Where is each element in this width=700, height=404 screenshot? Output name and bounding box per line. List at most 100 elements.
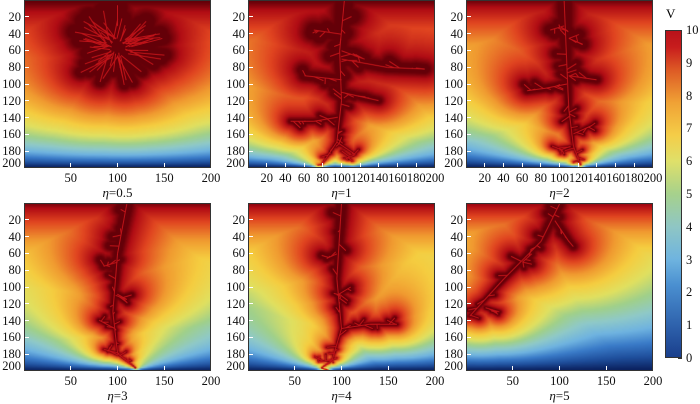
y-tick-mark <box>25 353 29 355</box>
y-tick-mark <box>249 66 253 68</box>
x-tick-label: 100 <box>550 171 569 185</box>
x-tick-mark <box>434 366 436 370</box>
eta-value: =4 <box>337 388 352 403</box>
x-tick-mark <box>434 163 436 167</box>
y-tick-mark <box>249 167 253 169</box>
heatmap-panel-1 <box>24 0 211 168</box>
heatmap-panel-3 <box>466 0 653 168</box>
y-tick-mark <box>467 167 471 169</box>
y-tick-label: 20 <box>8 9 22 24</box>
colorbar-tick-label: 3 <box>686 252 693 267</box>
discharge-tree <box>25 1 210 167</box>
y-tick-label: 40 <box>8 26 22 41</box>
y-tick-mark <box>25 370 29 372</box>
x-tick-mark <box>359 163 361 167</box>
x-tick-mark <box>559 366 560 370</box>
y-tick-mark <box>25 117 29 119</box>
y-tick-mark <box>249 286 253 288</box>
y-tick-label: 60 <box>8 246 22 261</box>
x-tick-mark <box>266 163 268 167</box>
y-tick-label: 120 <box>226 296 245 311</box>
y-tick-mark <box>467 236 471 238</box>
x-tick-mark <box>117 366 118 370</box>
x-tick-mark <box>596 163 598 167</box>
y-tick-mark <box>25 252 29 254</box>
y-tick-label: 20 <box>450 9 464 24</box>
panel-label: η=2 <box>500 185 620 201</box>
y-tick-label: 60 <box>450 246 464 261</box>
heatmap-panel-2 <box>248 0 435 168</box>
y-tick-mark <box>249 49 253 51</box>
y-tick-label: 120 <box>444 296 463 311</box>
x-tick-label: 160 <box>606 171 625 185</box>
eta-value: =3 <box>113 388 128 403</box>
colorbar-tick-label: 8 <box>686 88 693 103</box>
y-tick-label: 140 <box>2 313 21 328</box>
y-tick-label: 100 <box>2 77 21 91</box>
eta-symbol: η <box>331 388 338 403</box>
y-tick-label: 180 <box>2 347 21 362</box>
y-tick-label: 180 <box>226 347 245 362</box>
y-tick-mark <box>249 353 253 355</box>
y-tick-label: 160 <box>226 127 245 142</box>
y-tick-label: 140 <box>444 313 463 328</box>
x-tick-mark <box>652 163 654 167</box>
y-tick-label: 80 <box>232 60 246 75</box>
y-tick-mark <box>249 133 253 135</box>
y-tick-label: 200 <box>444 359 463 373</box>
x-tick-mark <box>70 163 72 167</box>
y-tick-mark <box>467 303 471 305</box>
x-tick-mark <box>284 163 286 167</box>
x-tick-mark <box>163 366 165 370</box>
eta-value: =1 <box>337 185 352 200</box>
x-tick-label: 50 <box>506 374 520 388</box>
y-tick-label: 180 <box>444 347 463 362</box>
x-tick-mark <box>70 366 72 370</box>
y-tick-mark <box>249 269 253 271</box>
heatmap-panel-5 <box>248 203 435 371</box>
colorbar-tick-label: 1 <box>686 318 693 333</box>
y-tick-mark <box>467 269 471 271</box>
heatmap-panel-4 <box>24 203 211 371</box>
panel-label: η=5 <box>500 388 620 404</box>
y-tick-mark <box>249 33 253 35</box>
y-tick-mark <box>249 83 253 85</box>
x-tick-label: 100 <box>550 374 569 388</box>
x-tick-label: 150 <box>378 374 398 388</box>
x-tick-mark <box>341 366 342 370</box>
y-tick-mark <box>249 370 253 372</box>
x-tick-mark <box>615 163 617 167</box>
x-tick-label: 100 <box>108 374 127 388</box>
y-tick-mark <box>25 167 29 169</box>
x-tick-label: 160 <box>388 171 407 185</box>
x-tick-label: 100 <box>108 171 127 185</box>
y-tick-label: 120 <box>2 296 21 311</box>
y-tick-mark <box>25 150 29 152</box>
x-tick-mark <box>559 163 560 167</box>
y-tick-mark <box>25 219 29 221</box>
y-tick-mark <box>249 150 253 152</box>
y-tick-label: 60 <box>8 43 22 58</box>
y-tick-mark <box>25 83 29 85</box>
panel-label: η=4 <box>282 388 402 404</box>
y-tick-mark <box>467 83 471 85</box>
y-tick-mark <box>467 320 471 322</box>
y-tick-mark <box>249 303 253 305</box>
y-tick-label: 80 <box>8 60 22 75</box>
y-tick-label: 100 <box>444 77 463 91</box>
y-tick-label: 40 <box>450 229 464 244</box>
y-tick-label: 140 <box>226 313 245 328</box>
x-tick-label: 80 <box>316 171 330 185</box>
x-tick-mark <box>415 163 417 167</box>
y-tick-mark <box>467 219 471 221</box>
y-tick-label: 160 <box>2 127 21 142</box>
x-tick-mark <box>341 163 342 167</box>
y-tick-mark <box>249 252 253 254</box>
discharge-tree <box>249 204 434 370</box>
y-tick-mark <box>25 269 29 271</box>
y-tick-mark <box>25 336 29 338</box>
y-tick-label: 40 <box>8 229 22 244</box>
y-tick-mark <box>467 66 471 68</box>
y-tick-mark <box>25 133 29 135</box>
y-tick-mark <box>25 33 29 35</box>
